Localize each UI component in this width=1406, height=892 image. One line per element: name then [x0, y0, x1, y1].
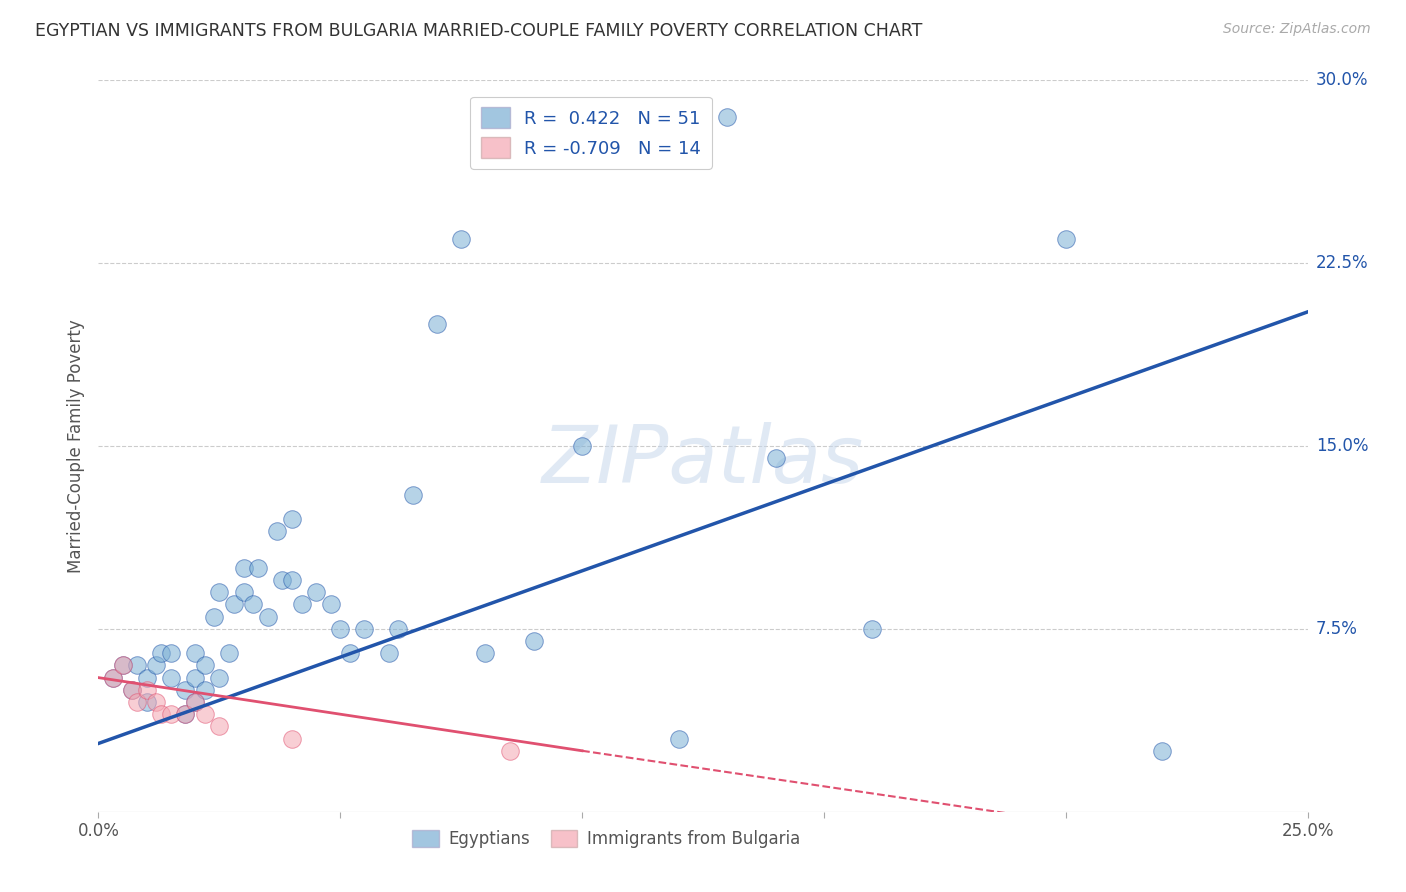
Point — [247, 561, 270, 575]
Point — [305, 585, 328, 599]
Point — [174, 707, 197, 722]
Text: ZIPatlas: ZIPatlas — [541, 422, 865, 500]
Point — [426, 317, 449, 331]
Point — [111, 658, 134, 673]
Point — [208, 671, 231, 685]
Point — [498, 744, 520, 758]
Point — [271, 573, 294, 587]
Point — [184, 695, 207, 709]
Point — [101, 671, 124, 685]
Point — [204, 609, 226, 624]
Point — [135, 682, 157, 697]
Legend: Egyptians, Immigrants from Bulgaria: Egyptians, Immigrants from Bulgaria — [405, 823, 807, 855]
Point — [290, 598, 312, 612]
Point — [1054, 232, 1077, 246]
Point — [450, 232, 472, 246]
Point — [377, 646, 399, 660]
Point — [184, 671, 207, 685]
Point — [208, 719, 231, 733]
Point — [402, 488, 425, 502]
Text: 7.5%: 7.5% — [1316, 620, 1358, 638]
Point — [339, 646, 361, 660]
Point — [160, 646, 183, 660]
Point — [716, 110, 738, 124]
Point — [387, 622, 409, 636]
Point — [329, 622, 352, 636]
Point — [174, 707, 197, 722]
Point — [256, 609, 278, 624]
Point — [194, 658, 217, 673]
Point — [668, 731, 690, 746]
Point — [135, 695, 157, 709]
Point — [174, 682, 197, 697]
Point — [145, 695, 167, 709]
Point — [208, 585, 231, 599]
Point — [101, 671, 124, 685]
Point — [353, 622, 375, 636]
Point — [232, 585, 254, 599]
Y-axis label: Married-Couple Family Poverty: Married-Couple Family Poverty — [66, 319, 84, 573]
Point — [135, 671, 157, 685]
Text: 22.5%: 22.5% — [1316, 254, 1368, 272]
Point — [281, 731, 304, 746]
Point — [266, 524, 288, 539]
Point — [184, 695, 207, 709]
Point — [111, 658, 134, 673]
Point — [160, 707, 183, 722]
Point — [860, 622, 883, 636]
Point — [242, 598, 264, 612]
Point — [194, 707, 217, 722]
Point — [145, 658, 167, 673]
Point — [218, 646, 240, 660]
Point — [281, 512, 304, 526]
Point — [160, 671, 183, 685]
Point — [194, 682, 217, 697]
Point — [571, 439, 593, 453]
Point — [150, 707, 173, 722]
Point — [150, 646, 173, 660]
Point — [121, 682, 143, 697]
Point — [281, 573, 304, 587]
Point — [232, 561, 254, 575]
Text: EGYPTIAN VS IMMIGRANTS FROM BULGARIA MARRIED-COUPLE FAMILY POVERTY CORRELATION C: EGYPTIAN VS IMMIGRANTS FROM BULGARIA MAR… — [35, 22, 922, 40]
Text: 15.0%: 15.0% — [1316, 437, 1368, 455]
Point — [523, 634, 546, 648]
Point — [127, 695, 149, 709]
Text: Source: ZipAtlas.com: Source: ZipAtlas.com — [1223, 22, 1371, 37]
Text: 30.0%: 30.0% — [1316, 71, 1368, 89]
Point — [121, 682, 143, 697]
Point — [1152, 744, 1174, 758]
Point — [474, 646, 496, 660]
Point — [765, 451, 787, 466]
Point — [222, 598, 245, 612]
Point — [184, 646, 207, 660]
Point — [127, 658, 149, 673]
Point — [319, 598, 342, 612]
